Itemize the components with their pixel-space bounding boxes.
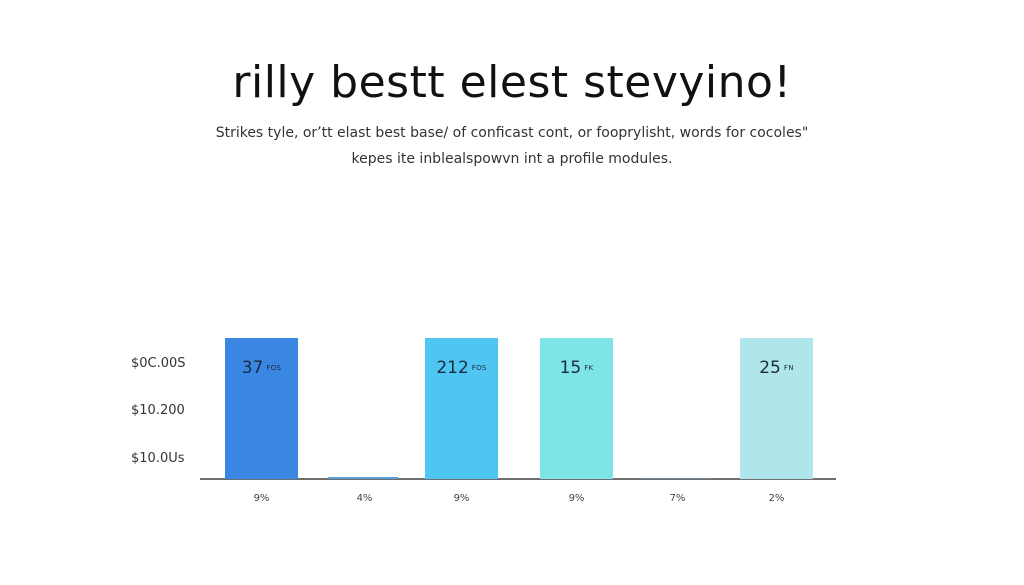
bar-value: 25 <box>759 358 781 378</box>
x-tick-label: 7% <box>669 493 686 504</box>
bar[interactable]: 15 FK <box>540 338 613 479</box>
bar[interactable]: 212 FOS <box>425 338 498 479</box>
bar-value-label: 37 FOS <box>225 358 298 378</box>
bar-value-label: 25 FN <box>740 358 813 378</box>
y-tick-label: $0C.00S <box>131 356 186 371</box>
bar-unit: FK <box>584 364 594 372</box>
bar[interactable] <box>328 477 398 479</box>
bar[interactable]: 37 FOS <box>225 338 298 479</box>
x-tick-label: 4% <box>356 493 373 504</box>
x-tick-label: 9% <box>453 493 470 504</box>
bar-value: 212 <box>436 358 469 378</box>
bar-value-label: 212 FOS <box>425 358 498 378</box>
subtitle-line-1: Strikes tyle, or’tt elast best base/ of … <box>215 125 809 141</box>
x-tick-label: 9% <box>568 493 585 504</box>
bar-value: 37 <box>241 358 264 378</box>
bar-unit: FN <box>783 364 794 372</box>
x-tick-label: 9% <box>253 493 270 504</box>
y-tick-label: $10.200 <box>131 403 185 418</box>
chart-subtitle: Strikes tyle, or’tt elast best base/ of … <box>180 120 844 172</box>
subtitle-line-2: kepes ite inblealspowvn int a profile mo… <box>351 151 673 167</box>
bar[interactable] <box>641 478 711 479</box>
x-tick-label: 2% <box>768 493 785 504</box>
bar-unit: FOS <box>266 364 282 372</box>
x-axis-baseline <box>200 478 836 480</box>
bar-value: 15 <box>559 358 582 378</box>
bar-unit: FOS <box>471 364 487 372</box>
bar-value-label: 15 FK <box>540 358 613 378</box>
y-tick-label: $10.0Us <box>131 451 185 466</box>
chart-title: rilly bestt elest stevyino! <box>232 57 792 108</box>
bar[interactable]: 25 FN <box>740 338 813 479</box>
